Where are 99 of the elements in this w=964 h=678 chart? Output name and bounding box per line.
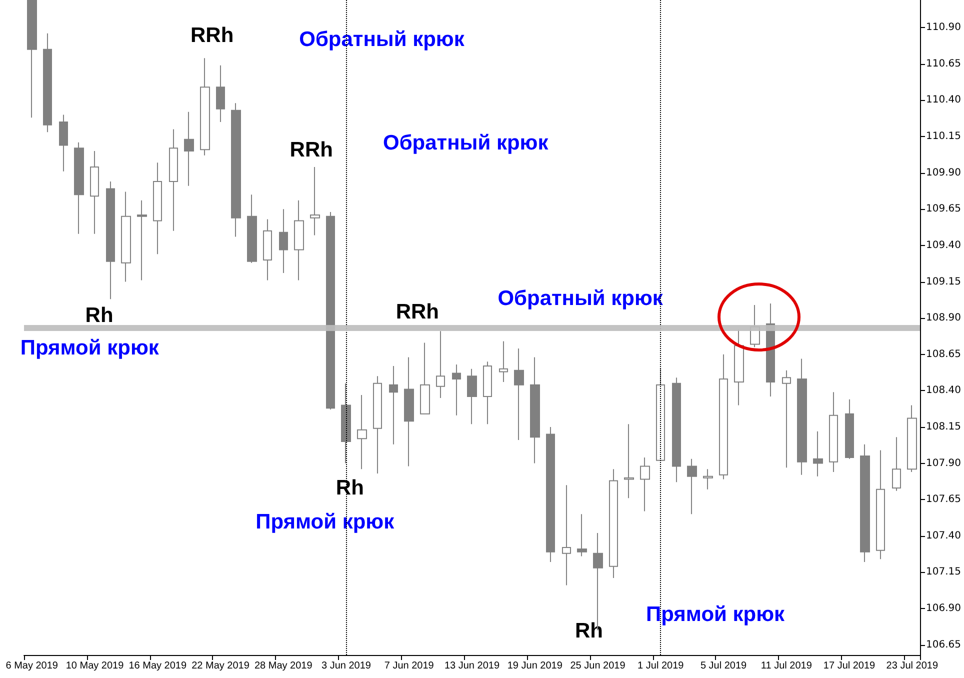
candlestick	[530, 356, 540, 464]
x-tick-label: 3 Jun 2019	[322, 660, 372, 672]
candlestick	[514, 348, 524, 441]
candlestick	[216, 64, 225, 122]
candlestick	[577, 514, 587, 557]
candlestick	[719, 354, 728, 480]
y-tick-label: 107.90	[926, 458, 962, 469]
x-tick-label: 17 Jul 2019	[823, 660, 876, 672]
y-tick-label: 108.15	[926, 421, 962, 432]
candlestick	[357, 394, 367, 470]
candlestick	[341, 382, 351, 464]
candlestick	[452, 364, 461, 416]
candlestick	[829, 392, 838, 473]
x-tick-label: 19 Jun 2019	[507, 660, 563, 672]
x-tick-label: 10 May 2019	[66, 660, 124, 672]
candlestick	[43, 32, 52, 133]
y-tick-label: 110.65	[926, 58, 962, 70]
candlestick	[672, 377, 681, 483]
y-tick-label: 107.40	[926, 530, 962, 542]
candlestick	[27, 0, 37, 118]
candlestick	[373, 376, 382, 474]
y-tick-label: 109.15	[926, 276, 962, 288]
annotation: Rh	[336, 476, 364, 500]
candlestick	[200, 58, 210, 156]
candlestick	[813, 430, 823, 477]
y-tick-label: 109.40	[926, 240, 962, 251]
candlestick	[153, 162, 162, 255]
candlestick	[121, 191, 131, 282]
y-tick-label: 108.65	[926, 348, 962, 360]
annotation: Обратный крюк	[382, 132, 549, 155]
x-tick-label: 11 Jul 2019	[760, 660, 812, 672]
candlestick	[797, 358, 807, 476]
candlestick	[169, 128, 178, 232]
candlestick	[247, 194, 257, 264]
candlestick	[90, 150, 99, 234]
candlestick	[483, 361, 492, 425]
candlestick	[546, 426, 555, 563]
annotation: Обратный крюк	[299, 28, 465, 51]
candlestick	[231, 102, 241, 238]
candlestick	[845, 398, 854, 460]
candlestick	[137, 200, 147, 281]
candlestick	[310, 166, 320, 236]
annotation: Прямой крюк	[20, 336, 160, 360]
candlestick	[106, 181, 115, 300]
x-tick-label: 23 Jul 2019	[886, 660, 938, 672]
candlestick	[59, 114, 68, 172]
candlestick	[294, 200, 304, 281]
y-tick-label: 108.90	[926, 312, 962, 324]
annotation: RRh	[290, 138, 333, 162]
x-tick-label: 16 May 2019	[128, 660, 187, 672]
candlestick	[389, 365, 398, 445]
x-tick-label: 22 May 2019	[192, 660, 250, 672]
candlestick	[609, 468, 618, 579]
annotation: Rh	[575, 620, 604, 643]
candlestick	[782, 370, 791, 468]
x-tick-label: 1 Jul 2019	[638, 660, 684, 672]
x-tick-label: 6 May 2019	[6, 660, 58, 672]
candlestick	[656, 368, 665, 461]
candlestick	[184, 111, 194, 186]
candlestick	[876, 450, 885, 560]
y-tick-label: 109.65	[926, 204, 962, 215]
annotation: Обратный крюк	[498, 286, 664, 310]
candlestick	[467, 368, 477, 425]
x-tick-label: 28 May 2019	[254, 660, 313, 672]
candlestick	[624, 424, 634, 499]
candlestick	[499, 340, 508, 382]
annotation: Прямой крюк	[646, 602, 786, 626]
candlestick	[703, 468, 713, 490]
candlestick	[860, 444, 870, 563]
x-tick-label: 25 Jun 2019	[570, 660, 626, 672]
candlestick	[420, 342, 430, 414]
candlestick	[326, 212, 335, 410]
candlestick	[279, 208, 288, 274]
annotation: RRh	[190, 24, 234, 47]
candlestick	[562, 484, 571, 586]
x-tick-label: 7 Jun 2019	[384, 660, 434, 672]
y-tick-label: 109.90	[926, 167, 962, 178]
annotation: Прямой крюк	[256, 510, 395, 534]
candlestick	[263, 218, 272, 281]
y-tick-label: 106.90	[926, 603, 962, 614]
x-tick-label: 5 Jul 2019	[700, 660, 748, 672]
candlestick	[640, 456, 650, 512]
y-tick-label: 110.40	[926, 94, 962, 106]
annotation: Rh	[85, 304, 114, 327]
candlestick	[907, 404, 917, 473]
y-tick-label: 107.65	[926, 494, 962, 506]
y-tick-label: 110.15	[926, 131, 962, 142]
y-tick-label: 108.40	[926, 385, 962, 396]
y-tick-label: 107.15	[926, 566, 962, 578]
candlestick	[687, 458, 697, 515]
candlestick	[436, 330, 445, 398]
y-tick-label: 110.90	[926, 22, 962, 34]
candlestick	[892, 436, 901, 492]
candlestick	[734, 329, 744, 406]
candlestick	[74, 142, 84, 234]
annotation: RRh	[396, 300, 439, 324]
x-tick-label: 13 Jun 2019	[444, 660, 500, 672]
y-tick-label: 106.65	[926, 639, 962, 650]
candlestick	[404, 356, 414, 467]
